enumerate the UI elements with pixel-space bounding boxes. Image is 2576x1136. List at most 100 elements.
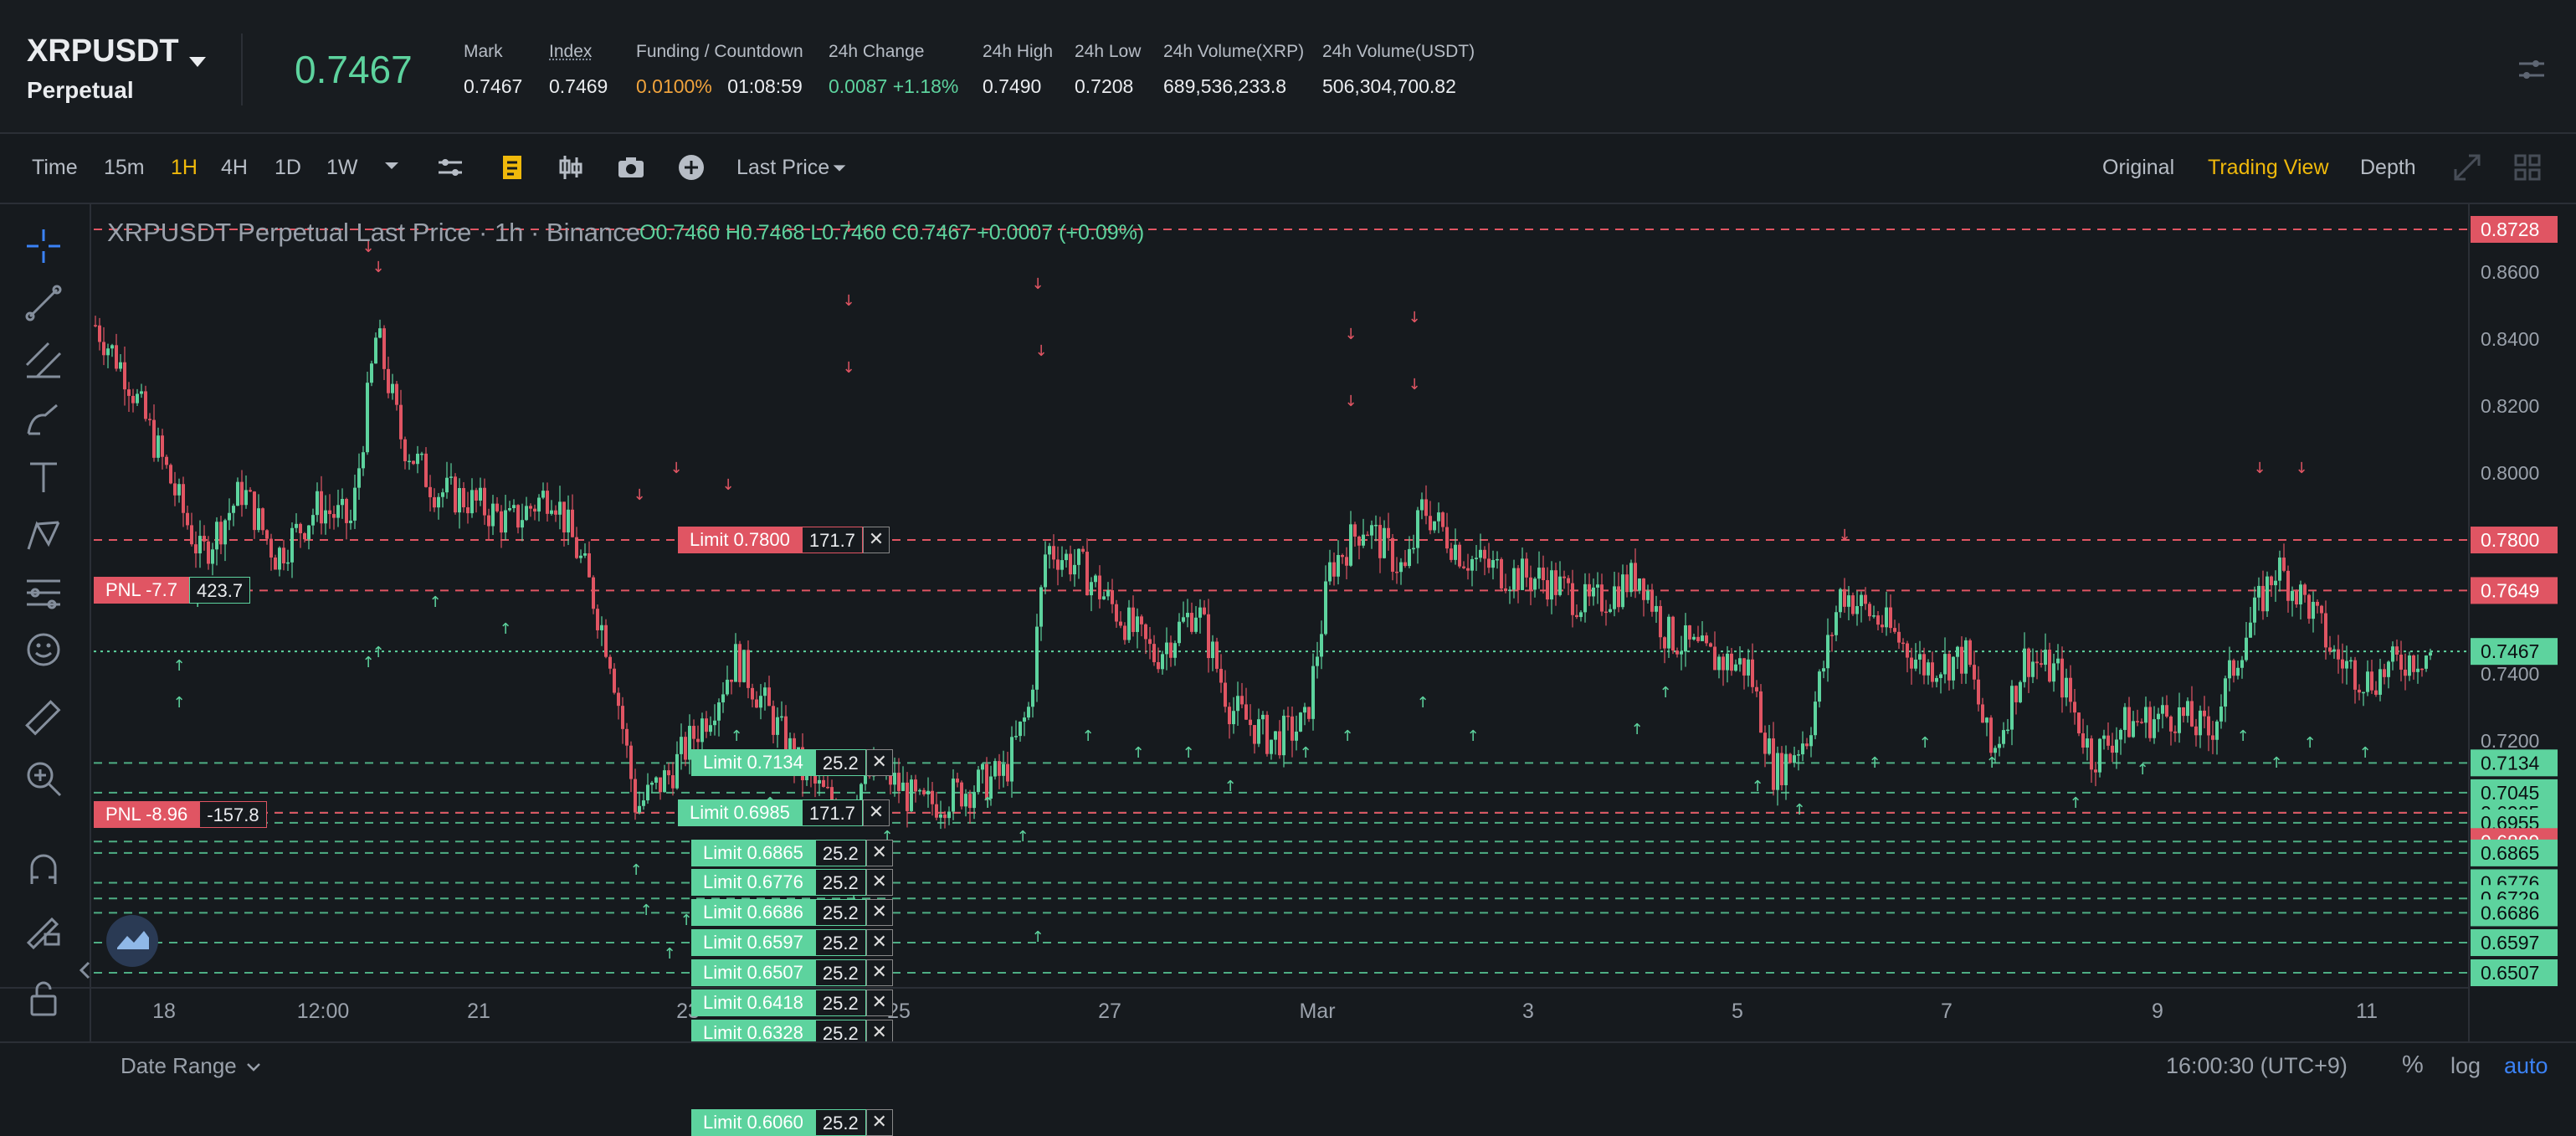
close-icon[interactable]: ✕	[865, 749, 893, 777]
candle-body	[328, 510, 331, 515]
candle-body	[596, 609, 599, 630]
unlock-icon[interactable]	[23, 978, 64, 1018]
candle-body	[608, 656, 612, 669]
stat-label[interactable]: Index	[549, 42, 593, 61]
interval-1d[interactable]: 1D	[275, 156, 301, 179]
measure-levels-icon[interactable]	[23, 573, 64, 613]
order-label-qty: 25.2	[814, 1108, 866, 1136]
close-icon[interactable]: ✕	[862, 799, 890, 826]
indicator-sliders-icon[interactable]	[435, 152, 465, 182]
chevron-left-icon[interactable]	[79, 961, 90, 979]
ruler-icon[interactable]	[23, 698, 64, 738]
candle-body	[780, 716, 783, 718]
parallel-channel-icon[interactable]	[23, 340, 64, 380]
price-axis-label: 0.7467	[2481, 640, 2539, 662]
close-icon[interactable]: ✕	[865, 869, 893, 897]
candle-body	[993, 761, 997, 777]
price-type-select[interactable]: Last Price	[736, 156, 830, 179]
candle-body	[437, 496, 440, 508]
candle-body	[767, 687, 771, 707]
pnl-label[interactable]: PNL -8.96 -157.8	[94, 800, 267, 828]
candle-body	[1249, 719, 1252, 726]
grid-layout-icon[interactable]	[2512, 152, 2543, 182]
chevron-down-icon[interactable]	[189, 57, 206, 67]
fullscreen-icon[interactable]	[2452, 152, 2482, 182]
buy-order-label[interactable]: Limit 0.6597 25.2 ✕	[691, 929, 893, 957]
interval-4h[interactable]: 4H	[221, 156, 248, 179]
add-plus-icon[interactable]	[676, 152, 706, 182]
candle-body	[387, 368, 390, 393]
auto-scale-toggle[interactable]: auto	[2504, 1053, 2548, 1078]
tradingview-logo-icon[interactable]	[105, 914, 159, 968]
emoji-icon[interactable]	[23, 630, 64, 670]
percent-scale-toggle[interactable]: %	[2402, 1051, 2424, 1078]
candle-body	[1161, 654, 1164, 670]
buy-order-label[interactable]: Limit 0.6776 25.2 ✕	[691, 869, 893, 897]
candle-body	[98, 325, 101, 342]
text-tool-icon[interactable]	[23, 457, 64, 497]
candle-body	[2370, 671, 2373, 691]
camera-icon[interactable]	[616, 152, 646, 182]
chevron-down-icon[interactable]	[830, 159, 849, 177]
view-trading-view[interactable]: Trading View	[2208, 156, 2329, 179]
lock-drawing-icon[interactable]	[23, 909, 64, 949]
chevron-down-icon[interactable]	[246, 1061, 261, 1073]
close-icon[interactable]: ✕	[865, 1108, 893, 1136]
candle-body	[1583, 583, 1587, 613]
crosshair-icon[interactable]	[23, 226, 64, 266]
interval-1w[interactable]: 1W	[326, 156, 358, 179]
chart-area[interactable]: 0.8728 0.8600 0.8400 0.8200 0.8000 0.7800 0.76…	[0, 204, 2576, 1136]
view-original[interactable]: Original	[2102, 156, 2175, 179]
candle-body	[2399, 654, 2403, 670]
pnl-label[interactable]: PNL -7.7 423.7	[94, 577, 251, 604]
buy-order-label[interactable]: Limit 0.6686 25.2 ✕	[691, 899, 893, 927]
close-icon[interactable]: ✕	[865, 839, 893, 866]
candle-body	[136, 393, 139, 404]
close-icon[interactable]: ✕	[865, 899, 893, 927]
trend-line-icon[interactable]	[23, 283, 64, 323]
candle-body	[2127, 707, 2131, 738]
candle-body	[332, 514, 336, 518]
magnet-icon[interactable]	[23, 849, 64, 889]
candle-body	[1956, 646, 1959, 657]
candlestick-chart[interactable]: 0.8728 0.8600 0.8400 0.8200 0.8000 0.7800 0.76…	[0, 204, 2576, 1041]
candle-body	[2106, 735, 2110, 746]
buy-marker-icon: ↑	[663, 945, 675, 963]
zoom-in-icon[interactable]	[23, 758, 64, 799]
interval-1h[interactable]: 1H	[171, 156, 198, 179]
template-icon[interactable]	[497, 152, 527, 182]
candle-type-icon[interactable]	[556, 152, 586, 182]
close-icon[interactable]: ✕	[865, 989, 893, 1016]
candle-body	[1935, 677, 1938, 682]
candle-body	[198, 536, 202, 554]
candle-body	[1621, 574, 1624, 608]
buy-order-label[interactable]: Limit 0.6985 171.7 ✕	[678, 799, 890, 826]
buy-order-label[interactable]: Limit 0.6060 25.2 ✕	[691, 1108, 893, 1136]
view-depth[interactable]: Depth	[2360, 156, 2416, 179]
brush-icon[interactable]	[23, 398, 64, 439]
candle-body	[1462, 566, 1465, 568]
sell-marker-icon: ↓	[633, 486, 645, 504]
pattern-icon[interactable]	[23, 516, 64, 556]
buy-order-label[interactable]: Limit 0.6507 25.2 ✕	[691, 959, 893, 986]
buy-order-label[interactable]: Limit 0.6418 25.2 ✕	[691, 989, 893, 1016]
close-icon[interactable]: ✕	[865, 929, 893, 957]
interval-time[interactable]: Time	[32, 156, 78, 179]
candle-body	[1014, 736, 1018, 738]
utc-clock[interactable]: 16:00:30 (UTC+9)	[2166, 1053, 2348, 1078]
buy-order-label[interactable]: Limit 0.7134 25.2 ✕	[691, 749, 893, 777]
candle-body	[1144, 624, 1147, 640]
stat-index[interactable]: Index 0.7469	[549, 42, 608, 98]
close-icon[interactable]: ✕	[865, 959, 893, 986]
symbol-name[interactable]: XRPUSDT	[27, 33, 179, 69]
candle-body	[575, 537, 578, 558]
interval-15m[interactable]: 15m	[104, 156, 145, 179]
date-range-button[interactable]: Date Range	[121, 1053, 237, 1078]
log-scale-toggle[interactable]: log	[2450, 1053, 2481, 1078]
buy-order-label[interactable]: Limit 0.6865 25.2 ✕	[691, 839, 893, 866]
candle-body	[1663, 637, 1666, 649]
close-icon[interactable]: ✕	[862, 527, 890, 554]
sell-order-label[interactable]: Limit 0.7800 171.7 ✕	[678, 527, 890, 554]
chevron-down-icon[interactable]	[382, 156, 402, 176]
settings-sliders-icon[interactable]	[2517, 57, 2546, 82]
